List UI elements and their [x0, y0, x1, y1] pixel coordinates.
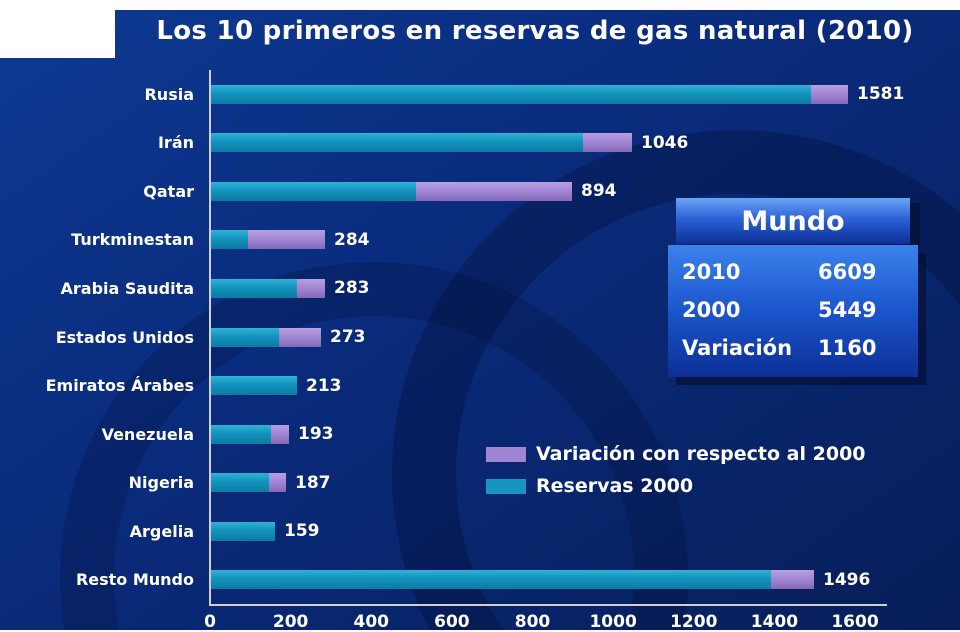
bar-row: Rusia 1581 — [0, 70, 960, 119]
bar-segment-reservas-2000 — [211, 230, 248, 250]
bar-row: Arabia Saudita 283 — [0, 264, 960, 313]
x-tick-label: 600 — [434, 612, 470, 632]
bar-segment-variacion — [271, 424, 289, 444]
bar-group: 1581 — [211, 84, 904, 104]
bar-row: Resto Mundo 1496 — [0, 555, 960, 604]
chart-rows: Rusia 1581 Irán 1046 Qatar 894 Turkminestan 284… — [0, 70, 960, 604]
mundo-row-value: 5449 — [818, 298, 877, 322]
bar-segment-reservas-2000 — [211, 521, 275, 541]
x-tick-label: 1200 — [670, 612, 718, 632]
category-label: Nigeria — [128, 473, 194, 493]
category-label: Emiratos Árabes — [45, 376, 194, 396]
bar-segment-variacion — [811, 84, 848, 104]
mundo-row-label: 2000 — [682, 298, 741, 322]
bar-row: Turkminestan 284 — [0, 216, 960, 265]
bar-segment-reservas-2000 — [211, 327, 279, 347]
bar-group: 193 — [211, 424, 334, 444]
legend-swatch-teal — [486, 478, 526, 494]
x-tick-label: 800 — [514, 612, 551, 632]
category-label: Estados Unidos — [55, 327, 194, 347]
bar-row: Nigeria 187 — [0, 458, 960, 507]
legend-swatch-purple — [486, 446, 526, 462]
bar-segment-reservas-2000 — [211, 376, 297, 396]
x-axis-line — [209, 604, 887, 606]
bar-segment-variacion — [416, 181, 572, 201]
bar-value-label: 187 — [295, 472, 331, 493]
bar-row: Venezuela 193 — [0, 410, 960, 459]
legend-label: Reservas 2000 — [536, 475, 694, 497]
category-label: Venezuela — [101, 424, 194, 444]
category-label: Turkminestan — [71, 230, 194, 250]
bar-group: 284 — [211, 230, 370, 250]
chart-legend: Variación con respecto al 2000 Reservas … — [486, 443, 866, 507]
category-label: Qatar — [143, 181, 194, 201]
x-axis-ticks: 0 200 400 600 800 1000 1200 1400 1600 — [204, 612, 930, 632]
bar-value-label: 213 — [306, 375, 342, 396]
bar-group: 187 — [211, 473, 331, 493]
bar-segment-reservas-2000 — [211, 84, 811, 104]
mundo-row-label: Variación — [682, 336, 793, 360]
bar-group: 1046 — [211, 133, 688, 153]
bar-segment-reservas-2000 — [211, 473, 269, 493]
mundo-table: 2010 6609 2000 5449 Variación 1160 — [668, 245, 918, 377]
bar-group: 1496 — [211, 570, 870, 590]
bar-value-label: 193 — [298, 424, 334, 445]
y-axis-line — [209, 70, 211, 606]
legend-item-variacion: Variación con respecto al 2000 — [486, 443, 866, 465]
bar-row: Qatar 894 — [0, 167, 960, 216]
bar-group: 894 — [211, 181, 617, 201]
bar-segment-variacion — [279, 327, 321, 347]
bar-value-label: 283 — [334, 278, 370, 299]
x-tick-label: 0 — [204, 612, 216, 632]
bar-segment-variacion — [771, 570, 814, 590]
bar-row: Emiratos Árabes 213 — [0, 361, 960, 410]
mundo-row-label: 2010 — [682, 260, 741, 284]
x-tick-label: 400 — [353, 612, 390, 632]
mundo-row-value: 6609 — [818, 260, 877, 284]
category-label: Irán — [157, 133, 194, 153]
bar-group: 159 — [211, 521, 320, 541]
bar-segment-reservas-2000 — [211, 570, 771, 590]
bar-segment-reservas-2000 — [211, 424, 271, 444]
x-tick-label: 1000 — [589, 612, 637, 632]
category-label: Resto Mundo — [75, 570, 194, 590]
bar-segment-variacion — [248, 230, 325, 250]
mundo-summary-box: Mundo 2010 6609 2000 5449 Variación 1160 — [668, 198, 918, 377]
bar-segment-reservas-2000 — [211, 181, 416, 201]
bar-row: Argelia 159 — [0, 507, 960, 556]
bar-value-label: 1581 — [857, 84, 905, 105]
mundo-row-variacion: Variación 1160 — [680, 329, 906, 367]
mundo-row-2010: 2010 6609 — [680, 253, 906, 291]
bar-group: 213 — [211, 376, 342, 396]
bar-segment-reservas-2000 — [211, 278, 297, 298]
x-tick-label: 200 — [272, 612, 309, 632]
mundo-row-2000: 2000 5449 — [680, 291, 906, 329]
x-tick-label: 1600 — [831, 612, 879, 632]
bar-value-label: 1496 — [823, 569, 871, 590]
bar-row: Irán 1046 — [0, 119, 960, 168]
category-label: Arabia Saudita — [60, 278, 194, 298]
bar-value-label: 159 — [284, 521, 320, 542]
category-label: Rusia — [144, 84, 194, 104]
bar-value-label: 273 — [330, 327, 366, 347]
mundo-title: Mundo — [676, 198, 910, 244]
legend-item-reservas: Reservas 2000 — [486, 475, 866, 497]
bar-row: Estados Unidos 273 — [0, 313, 960, 362]
mundo-row-value: 1160 — [818, 336, 877, 360]
corner-white-mask — [0, 0, 115, 58]
bar-value-label: 894 — [581, 181, 617, 202]
chart-title: Los 10 primeros en reservas de gas natur… — [156, 16, 914, 46]
bar-segment-reservas-2000 — [211, 133, 583, 153]
bar-value-label: 1046 — [641, 132, 689, 153]
legend-label: Variación con respecto al 2000 — [536, 443, 866, 465]
bar-group: 283 — [211, 278, 370, 298]
x-tick-label: 1400 — [750, 612, 799, 632]
bar-segment-variacion — [297, 278, 325, 298]
bar-value-label: 284 — [334, 229, 370, 250]
category-label: Argelia — [129, 521, 194, 541]
bar-group: 273 — [211, 327, 366, 347]
bar-segment-variacion — [269, 473, 286, 493]
bar-segment-variacion — [583, 133, 632, 153]
